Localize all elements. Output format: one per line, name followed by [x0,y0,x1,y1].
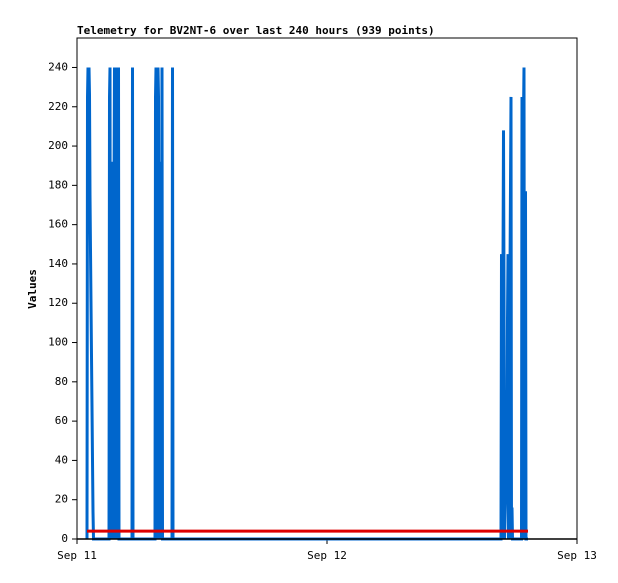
y-tick-label: 0 [61,532,68,545]
y-tick-label: 100 [48,336,68,349]
y-tick-label: 20 [55,493,68,506]
y-tick-label: 60 [55,414,68,427]
x-tick-label: Sep 11 [57,549,97,562]
y-tick-label: 200 [48,139,68,152]
y-tick-label: 220 [48,100,68,113]
y-tick-label: 120 [48,296,68,309]
y-tick-label: 240 [48,60,68,73]
y-tick-label: 140 [48,257,68,270]
x-tick-label: Sep 12 [307,549,347,562]
data-line [85,67,528,541]
y-tick-label: 40 [55,453,68,466]
y-axis-label: Values [26,269,39,309]
y-tick-label: 160 [48,218,68,231]
y-tick-label: 180 [48,178,68,191]
x-tick-label: Sep 13 [557,549,597,562]
y-tick-label: 80 [55,375,68,388]
chart-title: Telemetry for BV2NT-6 over last 240 hour… [77,24,435,37]
